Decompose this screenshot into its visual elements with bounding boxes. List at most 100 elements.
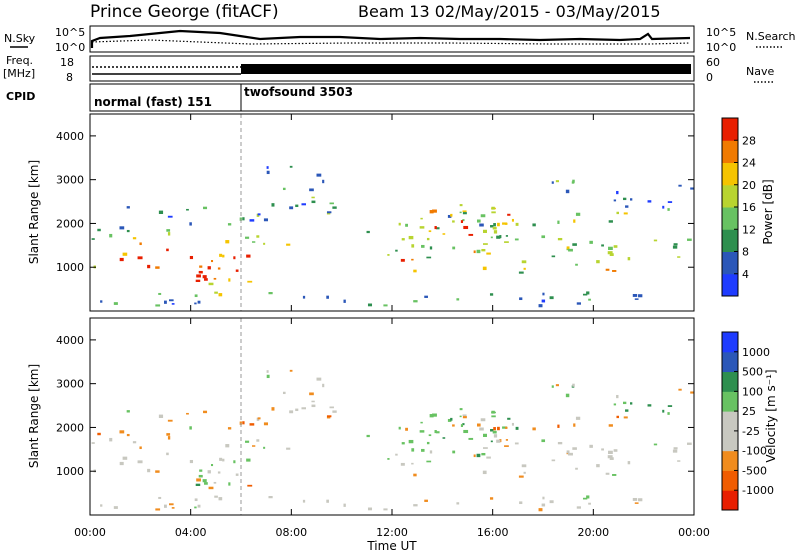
- nave-tick-low: 0: [706, 71, 713, 84]
- power-cell: [332, 206, 337, 209]
- power-cell: [420, 217, 423, 220]
- power-cell: [596, 260, 600, 264]
- velocity-cell: [557, 424, 560, 428]
- velocity-cell: [411, 448, 415, 452]
- power-cell: [568, 248, 573, 252]
- power-cell: [214, 291, 218, 294]
- power-cell: [625, 205, 629, 208]
- power-cell: [489, 293, 494, 296]
- velocity-cell: [609, 457, 614, 460]
- velocity-cell: [662, 409, 665, 413]
- power-cell: [434, 226, 437, 230]
- velocity-cell: [286, 447, 291, 450]
- x-tick-label: 12:00: [376, 526, 408, 539]
- freq-tick-low: 8: [66, 71, 73, 84]
- colorbar-segment: [722, 251, 738, 275]
- y-tick-label: 1000: [56, 465, 84, 478]
- velocity-cell: [235, 473, 239, 476]
- velocity-cell: [473, 454, 476, 458]
- velocity-cell: [326, 499, 329, 503]
- colorbar-tick-label: 500: [742, 366, 763, 379]
- velocity-cell: [204, 482, 208, 485]
- power-cell: [672, 245, 678, 249]
- power-cell: [322, 179, 325, 184]
- freq-tick-high: 18: [60, 56, 74, 69]
- velocity-cell: [551, 459, 556, 462]
- colorbar-tick-label: -1000: [742, 484, 774, 497]
- colorbar-tick-label: 28: [742, 134, 756, 147]
- velocity-cell: [667, 412, 670, 415]
- cpid-panel-frame: [89, 83, 695, 112]
- nsky-trace: [90, 29, 691, 48]
- freq-label: Freq.: [6, 54, 33, 67]
- nsearch-label: N.Search: [746, 30, 796, 43]
- velocity-cell: [100, 504, 103, 507]
- nsky-tick-low: 10^0: [55, 41, 85, 54]
- velocity-cell: [432, 413, 437, 417]
- power-cell: [507, 213, 511, 216]
- velocity-plot-background: [90, 318, 694, 515]
- power-cell: [452, 246, 456, 250]
- power-cell: [222, 254, 225, 258]
- velocity-cell: [468, 437, 474, 440]
- power-cell: [575, 263, 578, 266]
- velocity-cell: [538, 508, 543, 512]
- power-cell: [395, 249, 398, 252]
- velocity-cell: [137, 460, 143, 464]
- power-cell: [400, 258, 405, 262]
- velocity-cell: [491, 415, 496, 418]
- velocity-cell: [139, 446, 142, 450]
- power-cell: [421, 244, 425, 248]
- velocity-cell: [271, 407, 275, 411]
- velocity-cell: [263, 422, 269, 426]
- power-cell: [572, 243, 577, 246]
- power-cell: [555, 180, 559, 183]
- velocity-cell: [613, 403, 617, 406]
- velocity-cell: [521, 464, 527, 468]
- power-cell: [491, 206, 495, 210]
- velocity-cell: [481, 452, 486, 456]
- velocity-y-axis-label: Slant Range [km]: [27, 364, 41, 468]
- velocity-cell: [401, 442, 405, 445]
- velocity-panel: 1000 2000 3000 4000 00:00 04:00 08:00 12:00 16:…: [27, 317, 778, 553]
- power-cell: [119, 226, 125, 230]
- power-cell: [225, 240, 230, 244]
- velocity-cell: [311, 400, 315, 403]
- power-cell: [432, 209, 437, 213]
- velocity-cell: [523, 471, 526, 474]
- velocity-cell: [311, 404, 316, 408]
- velocity-cell: [343, 503, 346, 507]
- velocity-cell: [667, 405, 673, 407]
- power-cell: [197, 300, 201, 304]
- power-cell: [462, 212, 467, 215]
- power-cell: [97, 228, 101, 232]
- velocity-cell: [491, 410, 495, 414]
- power-cell: [468, 233, 474, 236]
- velocity-cell: [245, 440, 250, 443]
- power-cell: [523, 267, 526, 270]
- velocity-cell: [164, 504, 167, 508]
- power-cell: [309, 188, 314, 192]
- velocity-cell: [565, 393, 570, 398]
- power-cell: [100, 300, 103, 303]
- velocity-cell: [463, 429, 469, 434]
- velocity-cell: [497, 426, 500, 431]
- power-cell: [481, 248, 486, 252]
- power-cell: [586, 291, 590, 295]
- velocity-cell: [189, 426, 192, 430]
- velocity-cell: [575, 467, 578, 470]
- x-axis-label: Time UT: [366, 539, 417, 553]
- power-cell: [482, 229, 487, 233]
- velocity-cell: [166, 452, 169, 456]
- velocity-cell: [515, 426, 519, 430]
- velocity-cell: [630, 402, 633, 405]
- power-cell: [147, 264, 151, 269]
- velocity-cell: [653, 443, 658, 446]
- velocity-cell: [460, 424, 464, 427]
- velocity-cell: [266, 370, 269, 373]
- colorbar-tick-label: -25: [742, 425, 760, 438]
- velocity-cell: [549, 500, 554, 504]
- colorbar-segment: [722, 430, 738, 452]
- velocity-cell: [109, 437, 113, 442]
- velocity-cell: [596, 464, 600, 468]
